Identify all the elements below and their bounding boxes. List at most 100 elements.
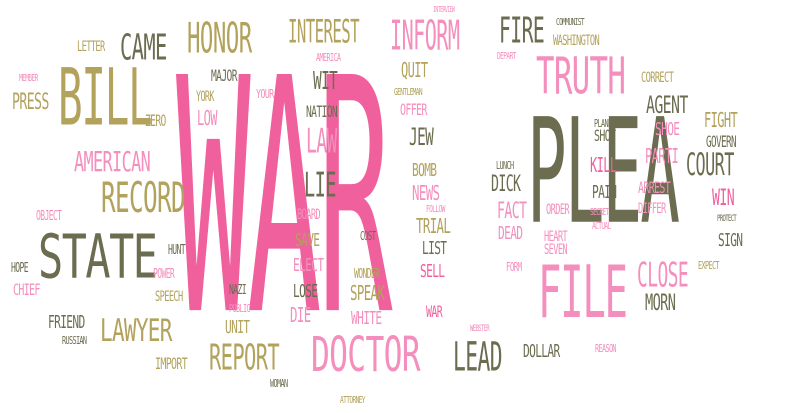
- word-board: BOARD: [297, 207, 321, 223]
- word-govern: GOVERN: [706, 132, 737, 151]
- word-news: NEWS: [412, 181, 440, 205]
- word-morn: MORN: [645, 291, 676, 316]
- word-inform: INFORM: [390, 12, 460, 60]
- word-friend: FRIEND: [48, 312, 85, 333]
- word-sign: SIGN: [718, 230, 743, 251]
- word-form: FORM: [506, 260, 522, 274]
- word-actual: ACTUAL: [592, 221, 611, 232]
- word-unit: UNIT: [225, 317, 250, 338]
- word-kill: KILL: [590, 153, 617, 177]
- word-cost: COST: [360, 229, 376, 243]
- word-jew: JEW: [409, 123, 434, 151]
- word-your: YOUR: [256, 87, 274, 101]
- word-record: RECORD: [101, 173, 186, 223]
- word-letter: LETTER: [77, 39, 105, 55]
- word-lead: LEAD: [453, 333, 503, 381]
- word-major: MAJOR: [211, 66, 238, 85]
- word-zero: ZERO: [145, 111, 166, 130]
- word-expect: EXPECT: [698, 259, 720, 272]
- word-russian: RUSSIAN: [62, 334, 87, 347]
- word-communist: COMMUNIST: [556, 17, 585, 28]
- word-reason: REASON: [595, 342, 617, 355]
- word-america: AMERICA: [316, 51, 341, 64]
- word-correct: CORRECT: [641, 70, 674, 86]
- word-file: FILE: [538, 251, 628, 335]
- word-state: STATE: [38, 220, 158, 293]
- word-wonder: WONDER: [354, 267, 380, 282]
- word-member: MEMBER: [19, 73, 38, 84]
- word-interview: INTERVIEW: [433, 5, 455, 14]
- word-depart: DEPART: [497, 51, 516, 62]
- word-fire: FIRE: [499, 9, 545, 52]
- word-nazi: NAZI: [229, 283, 247, 298]
- word-object: OBJECT: [36, 209, 62, 224]
- word-seven: SEVEN: [544, 242, 568, 258]
- word-nation: NATION: [306, 102, 338, 121]
- word-bill: BILL: [58, 53, 153, 144]
- word-power: POWER: [153, 267, 175, 282]
- word-die: DIE: [290, 303, 311, 327]
- word-american: AMERICAN: [74, 145, 151, 178]
- word-interest: INTEREST: [288, 12, 360, 51]
- word-win: WIN: [712, 186, 735, 211]
- word-speak: SPEAK: [350, 281, 385, 305]
- word-import: IMPORT: [155, 354, 188, 373]
- word-shoe: SHOE: [655, 119, 680, 140]
- word-press: PRESS: [12, 90, 49, 115]
- word-bomb: BOMB: [412, 160, 437, 181]
- word-lunch: LUNCH: [496, 159, 514, 172]
- word-trial: TRIAL: [416, 214, 451, 238]
- word-white: WHITE: [351, 308, 382, 329]
- word-fight: FIGHT: [704, 108, 738, 132]
- word-secret: SECRET: [590, 207, 609, 218]
- word-differ: DIFFER: [638, 201, 666, 217]
- word-chief: CHIEF: [13, 280, 40, 299]
- word-hunt: HUNT: [168, 243, 186, 258]
- word-gentleman: GENTLEMAN: [394, 87, 423, 98]
- word-law: LAW: [306, 120, 337, 161]
- word-speech: SPEECH: [155, 289, 183, 305]
- word-honor: HONOR: [187, 14, 252, 64]
- word-court: COURT: [686, 146, 734, 184]
- word-close: CLOSE: [637, 254, 689, 295]
- word-public: PUBLIC: [229, 302, 251, 315]
- word-came: CAME: [120, 26, 167, 69]
- word-plane: PLANE: [594, 117, 612, 130]
- word-hope: HOPE: [11, 261, 29, 276]
- word-lose: LOSE: [293, 281, 318, 302]
- word-plea: PLEA: [527, 86, 680, 257]
- word-doctor: DOCTOR: [311, 325, 421, 383]
- word-quit: QUIT: [401, 58, 428, 82]
- word-parti: PARTI: [645, 144, 679, 168]
- word-heart: HEART: [544, 229, 568, 245]
- word-list: LIST: [422, 238, 447, 259]
- word-lie: LIE: [304, 164, 336, 205]
- word-elect: ELECT: [293, 255, 324, 276]
- word-follow: FOLLOW: [426, 204, 445, 215]
- word-truth: TRUTH: [536, 47, 626, 107]
- word-fact: FACT: [497, 199, 527, 224]
- word-dollar: DOLLAR: [523, 341, 560, 362]
- word-war-small: WAR: [426, 302, 443, 321]
- word-lawyer: LAWYER: [100, 312, 172, 350]
- word-order: ORDER: [546, 202, 570, 218]
- word-arrest: ARREST: [638, 178, 671, 197]
- word-protect: PROTECT: [717, 214, 737, 224]
- word-agent: AGENT: [646, 91, 688, 119]
- word-report: REPORT: [209, 336, 280, 379]
- word-offer: OFFER: [400, 100, 427, 119]
- word-attorney: ATTORNEY: [340, 395, 366, 406]
- word-woman: WOMAN: [270, 377, 288, 390]
- word-washington: WASHINGTON: [553, 33, 600, 49]
- word-save: SAVE: [295, 230, 320, 251]
- word-pain: PAIN: [592, 182, 617, 203]
- word-webster: WEBSTER: [470, 324, 490, 334]
- word-wit: WIT: [313, 65, 338, 96]
- word-sell: SELL: [420, 261, 445, 282]
- word-low: LOW: [197, 106, 217, 130]
- word-shot: SHOT: [594, 126, 616, 145]
- word-dead: DEAD: [498, 223, 523, 244]
- word-york: YORK: [196, 89, 214, 105]
- word-dick: DICK: [491, 172, 521, 197]
